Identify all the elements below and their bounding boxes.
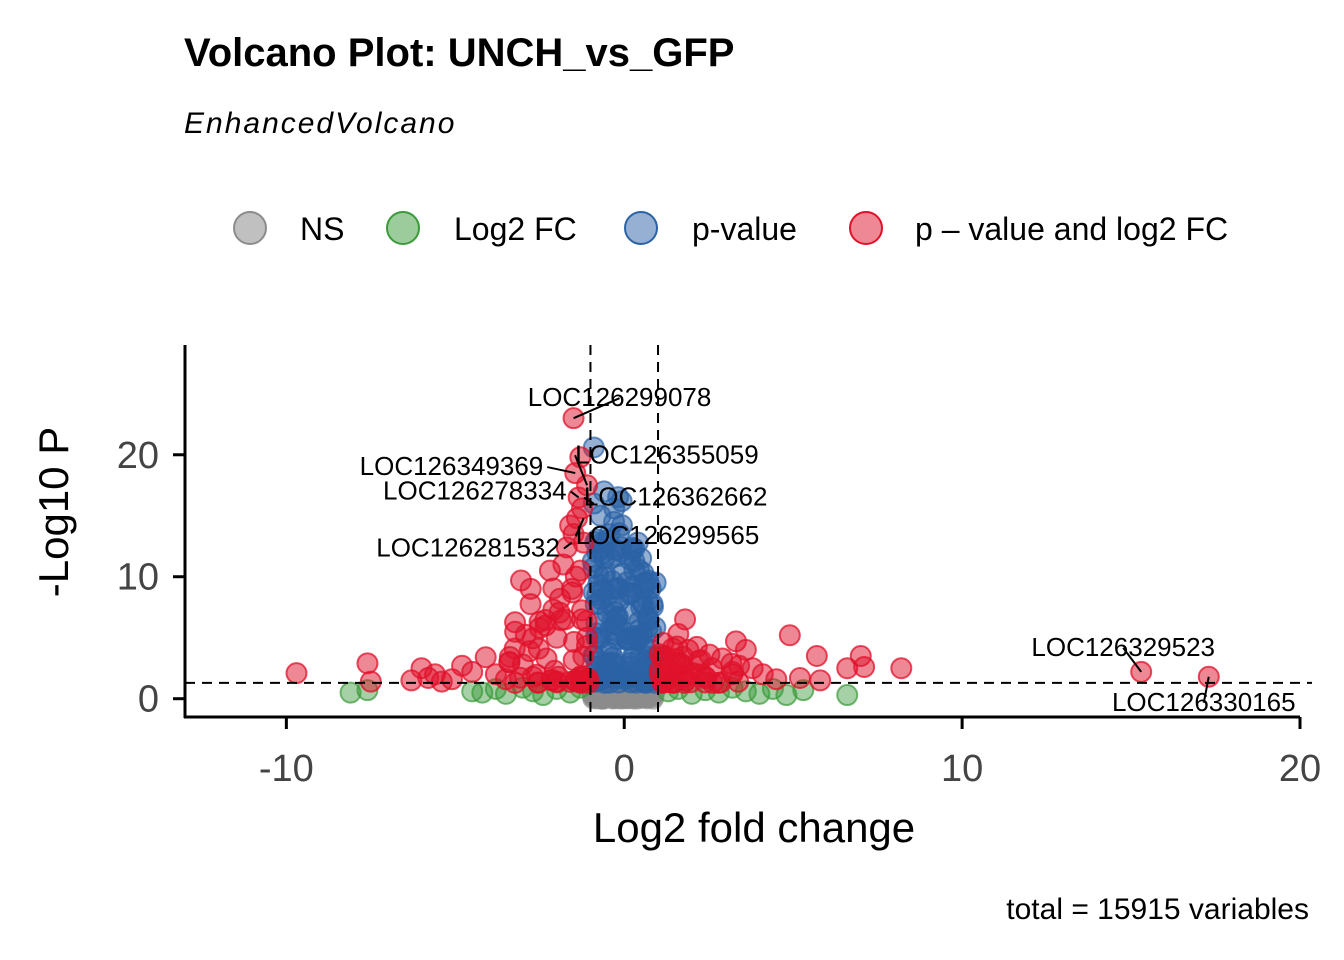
y-tick-label: 20 [117,435,159,477]
point-both [542,577,565,600]
point-both [510,569,533,592]
legend-swatch-both [849,211,883,245]
legend-item-fc: Log2 FC [386,211,577,247]
point-both [724,630,747,653]
gene-label: LOC126299565 [576,520,760,550]
legend-label-p: p-value [692,211,797,247]
point-both [805,645,828,668]
legend-label-both: p – value and log2 FC [915,211,1228,247]
legend-swatch-ns [233,211,267,245]
point-both [890,657,913,680]
point-p [595,651,618,674]
point-both [562,649,585,672]
point-p [641,595,664,618]
legend-item-p: p-value [624,211,797,247]
point-both [576,626,599,649]
point-p [611,562,634,585]
point-both [695,667,718,690]
point-both [525,663,548,686]
point-p [619,651,642,674]
gene-label: LOC126349369 [360,451,544,481]
gene-label-connector [570,490,580,499]
cutoff-lines [185,345,1312,717]
point-both [548,601,571,624]
legend-swatch-fc [386,211,420,245]
point-both [674,608,697,631]
legend-item-ns: NS [233,211,344,247]
chart-title: Volcano Plot: UNCH_vs_GFP [184,31,734,75]
point-p [610,514,633,537]
point-fc [339,681,362,704]
gene-label-connector [573,397,620,420]
point-fc [836,684,859,707]
x-axis-title: Log2 fold change [593,804,915,851]
gene-label: LOC126330165 [1112,687,1296,717]
point-both [666,635,689,658]
point-both [765,668,788,691]
axis-ticks: -10 0 10 20 0 10 20 [117,435,1321,790]
x-tick-label: 10 [941,748,983,790]
legend: NS Log2 FC p-value p – value and log2 FC [233,211,1228,247]
chart-subtitle: EnhancedVolcano [184,107,456,140]
gene-label-connector [547,466,576,475]
point-both [809,669,832,692]
gene-label-connector [563,541,573,550]
point-both [788,666,811,689]
point-both [514,623,537,646]
point-both [572,531,595,554]
y-tick-label: 10 [117,557,159,599]
y-tick-label: 0 [138,679,159,721]
x-tick-label: 0 [614,748,635,790]
point-both [570,608,593,631]
gene-labels: LOC126299078 LOC126349369 LOC126355059 LOC1… [360,382,1296,717]
gene-label-connector [583,496,595,505]
caption: total = 15915 variables [1006,893,1309,926]
point-fc [775,684,798,707]
gene-label: LOC126362662 [584,482,768,512]
point-both [519,593,542,616]
point-both [561,581,584,604]
gene-label-connector [574,454,589,486]
legend-swatch-p [624,211,658,245]
legend-label-fc: Log2 FC [454,211,577,247]
point-p [606,605,629,628]
point-both [474,646,497,669]
gene-label: LOC126329523 [1031,632,1215,662]
point-both [359,670,382,693]
point-p [617,628,640,651]
point-both [720,652,743,675]
x-tick-label: -10 [259,748,314,790]
point-p [617,581,640,604]
point-both [285,662,308,685]
gene-label: LOC126278334 [383,475,567,505]
point-both [498,646,521,669]
point-both [534,614,557,637]
point-p [636,616,659,639]
point-both [778,624,801,647]
legend-label-ns: NS [300,211,344,247]
point-both [461,660,484,683]
gene-label: LOC126355059 [575,439,759,469]
gene-label-connector [574,517,585,537]
point-p [639,577,662,600]
point-both [853,655,876,678]
gene-label: LOC126299078 [528,382,712,412]
x-tick-label: 20 [1279,748,1321,790]
point-p [610,490,633,513]
gene-label-connector [1122,647,1142,673]
point-both [571,497,594,520]
gene-label-connector [1202,676,1210,703]
point-both [685,635,708,658]
gene-label: LOC126281532 [376,533,560,563]
point-both [356,652,379,675]
legend-item-both: p – value and log2 FC [849,211,1228,247]
y-axis-title: -Log10 P [30,427,77,597]
